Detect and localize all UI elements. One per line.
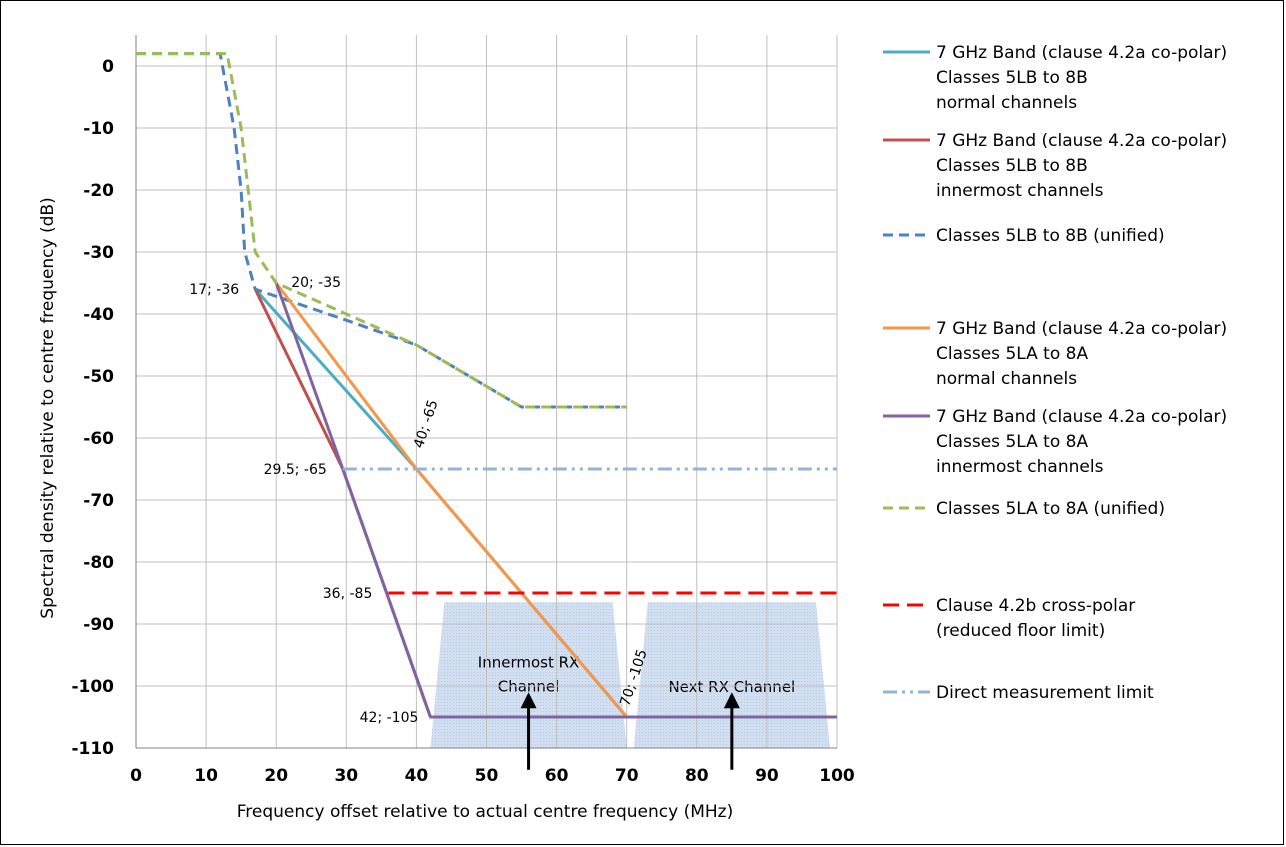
series-line-2 [253,288,432,718]
x-tick-label: 100 [819,766,855,786]
legend-entry-text: 7 GHz Band (clause 4.2a co-polar) [936,43,1227,63]
legend-entry-text: 7 GHz Band (clause 4.2a co-polar) [936,407,1227,427]
point-label: 20; -35 [291,275,341,291]
y-tick-label: 0 [102,57,114,77]
channel-arrow-head [520,692,537,709]
rx-channel-band [633,602,830,748]
legend-entry-text: Classes 5LB to 8B [936,68,1088,88]
legend-entry-text: 7 GHz Band (clause 4.2a co-polar) [936,319,1227,339]
x-tick-label: 70 [615,766,639,786]
point-label: 36, -85 [323,586,373,602]
point-label: 17; -36 [189,282,239,298]
series-line-3 [136,52,627,409]
legend-entry-text: Classes 5LB to 8B [936,156,1088,176]
y-tick-label: -30 [83,243,114,263]
legend-entry-text: 7 GHz Band (clause 4.2a co-polar) [936,131,1227,151]
legend-entry-text: innermost channels [936,457,1104,477]
x-tick-label: 20 [264,766,288,786]
legend-entry-text: Direct measurement limit [936,683,1154,703]
point-label: 40; -65 [411,398,442,450]
legend-entry-text: normal channels [936,369,1077,389]
x-axis-title: Frequency offset relative to actual cent… [237,802,734,822]
y-tick-label: -100 [71,677,114,697]
legend-entry-text: (reduced floor limit) [936,621,1105,641]
y-tick-label: -110 [71,739,114,759]
series-line-5 [274,282,837,719]
y-tick-label: -50 [83,367,114,387]
y-tick-label: -70 [83,491,114,511]
legend-entry-text: normal channels [936,93,1077,113]
point-label: 29.5; -65 [264,462,327,478]
y-tick-label: -60 [83,429,114,449]
x-tick-label: 60 [545,766,569,786]
band-label: Innermost RX [478,653,580,671]
legend-entry-text: innermost channels [936,181,1104,201]
y-tick-label: -80 [83,553,114,573]
x-tick-label: 40 [405,766,429,786]
x-tick-label: 50 [475,766,499,786]
x-tick-label: 30 [334,766,358,786]
point-label: 42; -105 [360,710,419,726]
rx-channel-band [430,602,627,748]
y-tick-label: -90 [83,615,114,635]
band-label: Next RX Channel [668,678,795,696]
x-tick-label: 10 [194,766,218,786]
y-tick-label: -40 [83,305,114,325]
series-line-6 [136,52,627,409]
legend-entry-text: Classes 5LA to 8A [936,344,1088,364]
x-tick-label: 90 [755,766,779,786]
x-tick-label: 0 [130,766,142,786]
channel-arrow-head [723,692,740,709]
y-tick-label: -20 [83,181,114,201]
y-tick-label: -10 [83,119,114,139]
legend-entry-text: Clause 4.2b cross-polar [936,596,1135,616]
legend-entry-text: Classes 5LA to 8A [936,432,1088,452]
y-axis-title: Spectral density relative to centre freq… [38,197,58,618]
legend-entry-text: Classes 5LA to 8A (unified) [936,499,1165,519]
x-tick-label: 80 [685,766,709,786]
legend-entry-text: Classes 5LB to 8B (unified) [936,226,1165,246]
